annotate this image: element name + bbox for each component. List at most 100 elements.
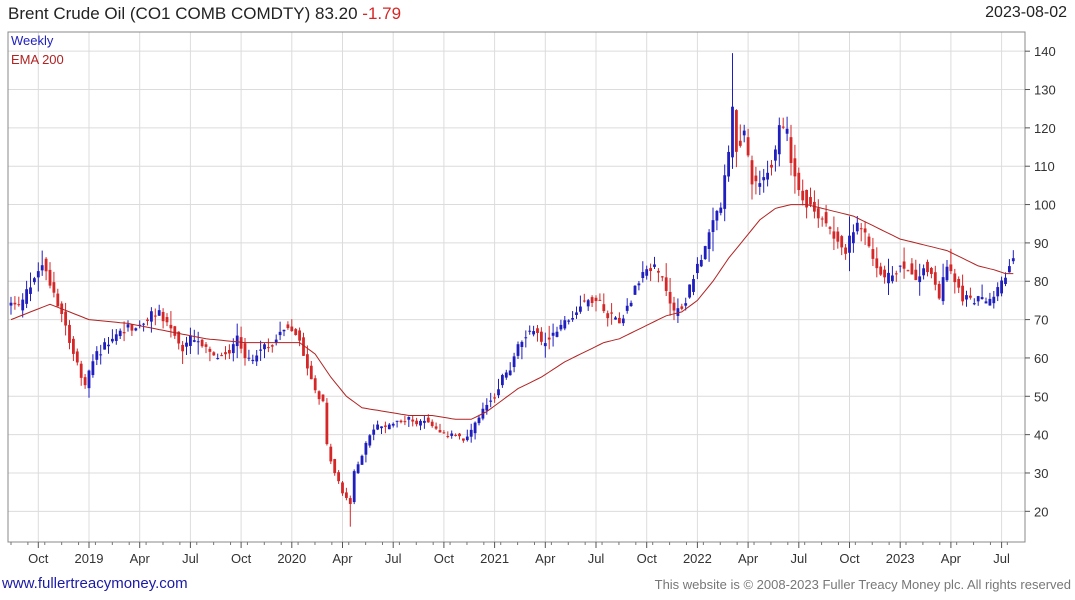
candle bbox=[902, 247, 906, 279]
candle bbox=[836, 227, 840, 249]
candle bbox=[738, 124, 742, 148]
candle bbox=[972, 298, 976, 306]
candle bbox=[52, 271, 56, 298]
candle bbox=[169, 311, 173, 338]
candle bbox=[153, 308, 157, 326]
candle bbox=[969, 287, 972, 300]
candle bbox=[212, 351, 216, 356]
candle bbox=[189, 327, 192, 354]
candle bbox=[906, 269, 910, 272]
y-tick-label: 120 bbox=[1034, 121, 1056, 136]
x-tick-label: 2022 bbox=[683, 551, 712, 566]
candle bbox=[138, 320, 142, 329]
candle bbox=[181, 341, 184, 364]
candle bbox=[914, 259, 918, 281]
candle bbox=[438, 423, 442, 433]
candle bbox=[442, 430, 446, 434]
candle bbox=[458, 433, 461, 440]
candle bbox=[707, 229, 711, 262]
candle bbox=[111, 329, 114, 344]
candle bbox=[282, 329, 286, 337]
candle bbox=[992, 291, 996, 309]
website-link[interactable]: www.fullertreacymoney.com bbox=[2, 575, 188, 592]
candle bbox=[926, 259, 929, 277]
candle bbox=[567, 319, 571, 325]
candle bbox=[898, 265, 902, 273]
candle bbox=[107, 336, 110, 354]
candle bbox=[828, 225, 832, 235]
candle bbox=[512, 352, 516, 373]
candle bbox=[750, 155, 754, 200]
candle bbox=[996, 282, 1000, 302]
candle bbox=[918, 263, 922, 296]
candle bbox=[746, 128, 750, 158]
candle bbox=[87, 369, 91, 398]
candle bbox=[462, 438, 465, 443]
candle bbox=[395, 420, 399, 428]
x-tick-label: Apr bbox=[332, 551, 353, 566]
candle bbox=[21, 293, 25, 318]
candle bbox=[9, 296, 13, 315]
candle bbox=[797, 167, 801, 196]
candle bbox=[516, 341, 520, 359]
candle bbox=[789, 124, 793, 176]
y-tick-label: 70 bbox=[1034, 313, 1048, 328]
candle bbox=[79, 360, 83, 386]
candle bbox=[380, 426, 383, 434]
candle bbox=[165, 313, 169, 327]
candle bbox=[399, 419, 403, 424]
candle bbox=[633, 285, 637, 296]
x-tick-label: 2019 bbox=[75, 551, 104, 566]
candle bbox=[192, 329, 196, 343]
candle bbox=[976, 295, 980, 306]
candle bbox=[610, 303, 613, 325]
candle bbox=[423, 415, 426, 429]
candle bbox=[177, 331, 181, 350]
candle bbox=[879, 262, 883, 276]
candle bbox=[852, 224, 855, 253]
candle bbox=[130, 324, 134, 336]
candle bbox=[118, 328, 122, 340]
candle bbox=[871, 237, 875, 267]
candle bbox=[684, 297, 688, 311]
candle bbox=[196, 331, 200, 355]
candle bbox=[157, 304, 161, 316]
candle bbox=[103, 338, 106, 350]
candle bbox=[33, 276, 36, 285]
y-tick-label: 50 bbox=[1034, 389, 1048, 404]
candle bbox=[551, 323, 555, 347]
candle bbox=[813, 190, 816, 219]
x-tick-label: Apr bbox=[535, 551, 556, 566]
x-tick-label: Oct bbox=[231, 551, 252, 566]
y-tick-label: 130 bbox=[1034, 83, 1056, 98]
candle bbox=[142, 322, 145, 332]
candle bbox=[228, 344, 231, 360]
candle bbox=[805, 189, 808, 219]
candle bbox=[44, 257, 48, 281]
candle bbox=[360, 454, 364, 465]
y-tick-label: 30 bbox=[1034, 466, 1048, 481]
candle bbox=[40, 250, 44, 276]
candle bbox=[185, 336, 188, 356]
x-tick-label: Oct bbox=[637, 551, 658, 566]
candle bbox=[867, 233, 871, 248]
candle bbox=[286, 321, 290, 330]
candle bbox=[345, 487, 348, 501]
candle bbox=[83, 374, 87, 389]
x-tick-label: Jul bbox=[588, 551, 605, 566]
candles bbox=[9, 53, 1015, 527]
candle bbox=[848, 216, 851, 272]
chart-header: Brent Crude Oil (CO1 COMB COMDTY) 83.20 … bbox=[8, 4, 401, 24]
candle bbox=[454, 433, 457, 437]
x-tick-label: Jul bbox=[790, 551, 807, 566]
candle bbox=[785, 116, 789, 142]
candle bbox=[501, 373, 504, 388]
candle bbox=[715, 209, 719, 231]
candle bbox=[1000, 276, 1003, 297]
candle bbox=[114, 329, 118, 345]
candle bbox=[384, 421, 387, 434]
candle bbox=[122, 321, 126, 342]
candle bbox=[696, 257, 699, 280]
candle bbox=[536, 325, 539, 342]
candle bbox=[586, 298, 590, 311]
